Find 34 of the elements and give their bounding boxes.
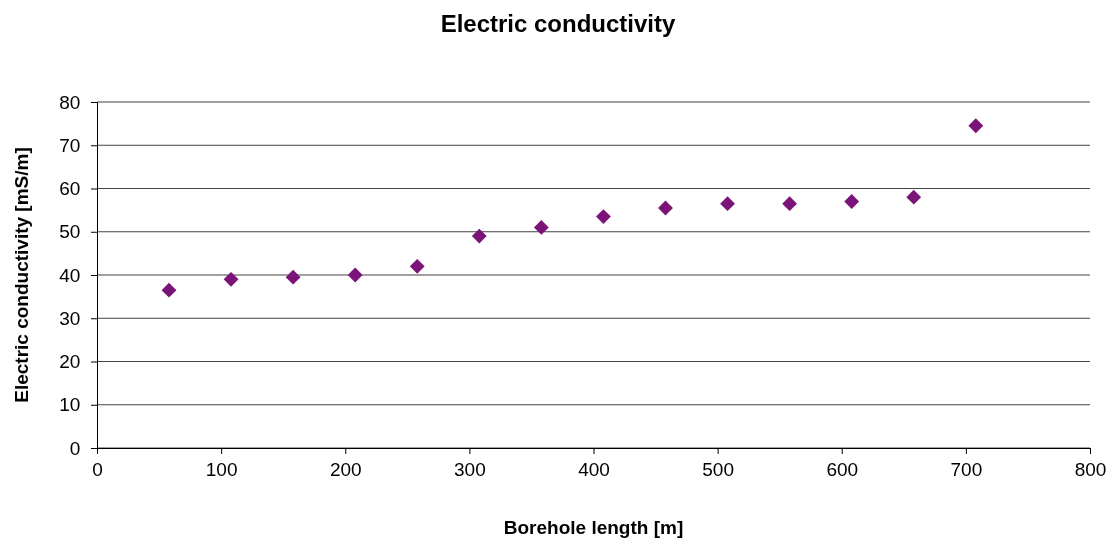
x-tick-label: 500	[702, 459, 734, 480]
y-tick-label: 70	[59, 134, 81, 156]
x-tick-label: 100	[205, 459, 238, 480]
y-tick-label: 20	[59, 351, 81, 373]
y-tick-label: 60	[59, 178, 81, 200]
point	[533, 220, 549, 235]
point	[471, 228, 487, 244]
y-tick-label: 80	[59, 91, 81, 113]
point	[844, 194, 860, 209]
y-axis-title: Electric conductivity [mS/m]	[11, 147, 32, 403]
point	[720, 196, 735, 212]
x-axis-title: Borehole length [m]	[503, 517, 684, 538]
point	[782, 196, 798, 212]
point	[347, 267, 363, 283]
x-tick-label: 200	[329, 459, 362, 480]
point	[596, 209, 611, 225]
y-tick-label: 10	[59, 394, 81, 416]
x-tick-label: 400	[578, 459, 610, 480]
point	[223, 271, 239, 287]
chart-title: Electric conductivity	[440, 10, 677, 37]
point	[161, 282, 177, 298]
x-tick-label: 700	[950, 459, 983, 480]
point	[906, 189, 922, 205]
x-tick-label: 800	[1074, 459, 1107, 480]
x-tick-label: 300	[454, 459, 486, 480]
point	[285, 269, 301, 285]
y-tick-label: 40	[59, 264, 81, 286]
y-tick-label: 50	[59, 221, 81, 243]
x-tick-label: 600	[826, 459, 859, 480]
y-tick-label: 30	[59, 307, 81, 329]
y-tick-label: 0	[69, 437, 81, 459]
point	[968, 118, 984, 134]
point	[409, 258, 425, 274]
x-tick-label: 0	[92, 459, 103, 480]
